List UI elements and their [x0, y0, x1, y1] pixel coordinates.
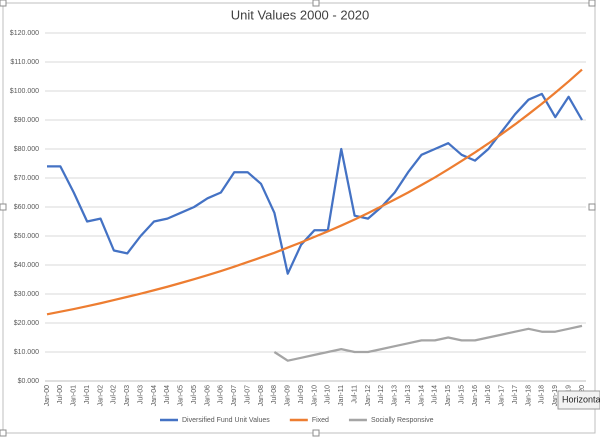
x-tick-label: Jan-01 [71, 385, 78, 407]
x-tick-label: Jan-18 [525, 385, 532, 407]
x-tick-label: Jan-07 [231, 385, 238, 407]
legend-label: Socially Responsive [371, 417, 434, 424]
y-tick-label: $0.000 [18, 378, 40, 385]
x-tick-label: Jan-05 [178, 385, 185, 407]
x-tick-label: Jan-00 [44, 385, 51, 407]
x-tick-label: Jul-17 [512, 385, 519, 404]
x-tick-label: Jul-05 [191, 385, 198, 404]
x-tick-label: Jan-06 [204, 385, 211, 407]
x-tick-label: Jul-15 [458, 385, 465, 404]
x-tick-label: Jul-06 [218, 385, 225, 404]
x-tick-label: Jan-11 [338, 385, 345, 406]
x-tick-label: Jan-02 [97, 385, 104, 407]
y-tick-label: $120.000 [10, 30, 39, 37]
x-tick-label: Jan-19 [552, 385, 559, 407]
legend-label: Fixed [312, 417, 329, 424]
x-tick-label: Jan-16 [472, 385, 479, 407]
y-tick-label: $50.000 [14, 233, 39, 240]
series-line [47, 92, 583, 275]
chart-title: Unit Values 2000 - 2020 [231, 7, 370, 22]
y-tick-label: $80.000 [14, 146, 39, 153]
x-tick-label: Jul-10 [325, 385, 332, 404]
x-tick-label: Jan-10 [311, 385, 318, 407]
x-tick-label: Jul-08 [271, 385, 278, 404]
x-tick-label: Jan-12 [365, 385, 372, 407]
y-tick-label: $110.000 [10, 59, 39, 66]
x-tick-label: Jul-00 [57, 385, 64, 404]
y-tick-label: $10.000 [14, 349, 39, 356]
x-tick-label: Jul-18 [539, 385, 546, 404]
y-tick-label: $100.000 [10, 88, 39, 95]
x-tick-label: Jul-11 [351, 385, 358, 404]
x-tick-label: Jul-16 [485, 385, 492, 404]
legend-label: Diversified Fund Unit Values [182, 417, 270, 424]
x-tick-label: Jul-13 [405, 385, 412, 404]
x-tick-label: Jan-13 [392, 385, 399, 407]
y-tick-label: $70.000 [14, 175, 39, 182]
y-tick-label: $30.000 [14, 291, 39, 298]
x-tick-label: Jan-03 [124, 385, 131, 407]
tooltip-box [557, 390, 600, 410]
x-tick-label: Jul-07 [244, 385, 251, 404]
series-line [273, 324, 583, 362]
tooltip: Horizontal [557, 390, 600, 410]
y-tick-label: $90.000 [14, 117, 39, 124]
x-tick-label: Jul-09 [298, 385, 305, 404]
x-tick-label: Jul-14 [432, 385, 439, 404]
x-tick-label: Jul-12 [378, 385, 385, 404]
x-tick-label: Jul-03 [137, 385, 144, 404]
series-line [46, 68, 583, 316]
y-tick-label: $40.000 [14, 262, 39, 269]
x-tick-label: Jan-15 [445, 385, 452, 407]
x-tick-label: Jan-09 [285, 385, 292, 407]
x-tick-label: Jul-02 [111, 385, 118, 404]
y-tick-label: $60.000 [14, 204, 39, 211]
x-tick-label: Jan-04 [151, 385, 158, 407]
x-tick-label: Jan-14 [418, 385, 425, 407]
y-tick-label: $20.000 [14, 320, 39, 327]
chart-frame [2, 2, 596, 434]
x-tick-label: Jan-08 [258, 385, 265, 407]
x-tick-label: Jul-04 [164, 385, 171, 404]
x-tick-label: Jan-17 [499, 385, 506, 407]
tooltip-text: Horizontal [562, 394, 600, 404]
x-tick-label: Jul-01 [84, 385, 91, 404]
